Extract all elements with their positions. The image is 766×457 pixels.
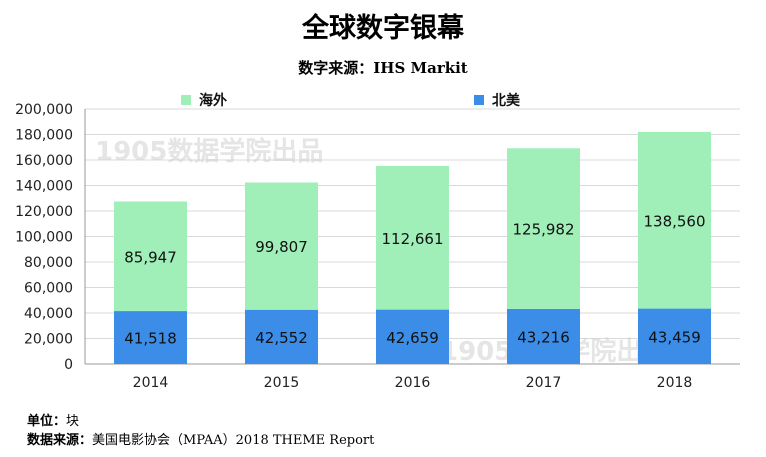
data-label-north-america: 42,659 xyxy=(386,329,439,347)
x-tick-label: 2017 xyxy=(526,375,562,391)
x-tick-label: 2018 xyxy=(657,375,693,391)
y-tick-label: 140,000 xyxy=(15,179,73,195)
unit-note: 单位：块 xyxy=(27,410,79,429)
legend-label-north-america: 北美 xyxy=(492,92,521,109)
data-label-overseas: 125,982 xyxy=(512,221,574,239)
y-tick-label: 40,000 xyxy=(24,306,73,322)
unit-label: 单位： xyxy=(27,414,67,429)
data-label-north-america: 43,216 xyxy=(517,328,570,346)
legend-swatch-north-america xyxy=(474,95,484,105)
data-label-overseas: 112,661 xyxy=(381,230,443,248)
data-source-value: 美国电影协会（MPAA）2018 THEME Report xyxy=(92,433,375,448)
data-label-overseas: 85,947 xyxy=(124,248,177,266)
chart-title: 全球数字银幕 xyxy=(302,13,464,44)
y-tick-label: 200,000 xyxy=(15,102,73,118)
bar-north-america xyxy=(114,311,187,364)
bar-north-america xyxy=(376,309,449,364)
chart-source: 数字来源：IHS Markit xyxy=(298,59,468,77)
y-tick-label: 100,000 xyxy=(15,230,73,246)
y-tick-label: 80,000 xyxy=(24,255,73,271)
bar-overseas xyxy=(376,165,449,310)
y-tick-label: 180,000 xyxy=(15,128,73,144)
bar-north-america xyxy=(245,309,318,364)
y-tick-label: 60,000 xyxy=(24,281,73,297)
data-label-overseas: 99,807 xyxy=(255,238,308,256)
y-tick-label: 120,000 xyxy=(15,204,73,220)
bar-overseas xyxy=(507,148,580,309)
data-label-north-america: 42,552 xyxy=(255,329,308,347)
bar-north-america xyxy=(638,308,711,364)
x-tick-label: 2015 xyxy=(264,375,300,391)
legend-label-overseas: 海外 xyxy=(199,92,227,109)
data-label-overseas: 138,560 xyxy=(643,212,705,230)
unit-value: 块 xyxy=(66,414,80,429)
x-tick-label: 2014 xyxy=(133,375,169,391)
bar-overseas xyxy=(114,201,187,312)
data-label-north-america: 41,518 xyxy=(124,330,177,348)
y-tick-label: 160,000 xyxy=(15,153,73,169)
bar-north-america xyxy=(507,308,580,364)
y-tick-label: 20,000 xyxy=(24,332,73,348)
data-source-label: 数据来源： xyxy=(27,433,93,448)
legend-swatch-overseas xyxy=(181,95,191,105)
x-tick-label: 2016 xyxy=(395,375,431,391)
bar-overseas xyxy=(638,131,711,309)
data-source-note: 数据来源：美国电影协会（MPAA）2018 THEME Report xyxy=(27,429,374,448)
watermark-top: 1905数据学院出品 xyxy=(95,136,323,167)
y-tick-label: 0 xyxy=(64,357,73,373)
bar-overseas xyxy=(245,182,318,310)
data-label-north-america: 43,459 xyxy=(648,328,701,346)
